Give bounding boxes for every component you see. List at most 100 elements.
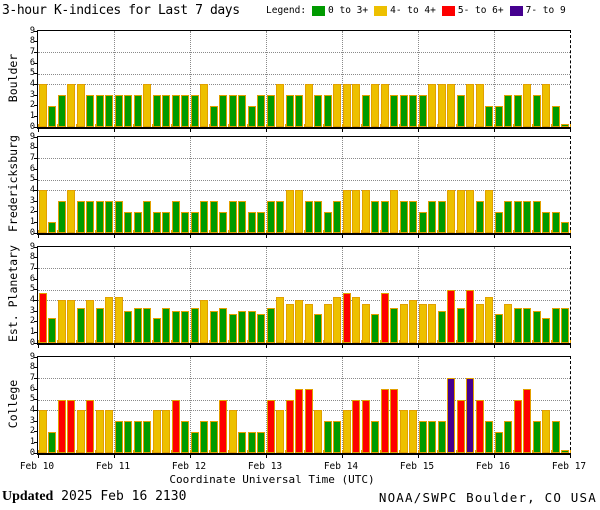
y-tick [34,356,38,358]
minor-tick [256,450,258,453]
y-tick [34,73,38,75]
minor-tick [142,450,144,453]
minor-tick [427,450,429,453]
k-bar [181,311,190,343]
k-bar [542,84,551,127]
day-gridline [113,247,115,343]
minor-tick [247,340,248,343]
k-bar [190,211,199,233]
minor-tick [171,230,172,233]
k-bar [494,431,503,453]
k-level-gridline [38,84,570,86]
k-bar [513,307,522,343]
legend-label: Legend: [266,5,307,16]
minor-tick [95,450,96,453]
k-bar [390,389,399,453]
minor-tick [456,450,457,453]
k-bar [380,201,389,233]
y-tick-label: 7 [29,46,35,57]
minor-tick [570,340,571,343]
y-tick-label: 9 [29,241,35,252]
k-bar [48,105,57,127]
day-tick [493,455,495,458]
minor-tick [228,230,229,233]
minor-tick [437,340,438,343]
minor-tick [76,450,77,453]
minor-tick [418,450,419,453]
minor-tick [57,450,58,453]
legend-swatch-3 [441,5,455,16]
legend-swatch-2 [374,5,388,16]
k-bar [314,410,323,453]
k-bar [333,201,342,233]
k-bar [266,95,275,127]
k-bar [390,307,399,343]
minor-tick [266,450,267,453]
minor-tick [475,340,476,343]
k-bar [323,211,332,233]
k-bar [371,201,380,233]
y-tick [34,299,38,301]
y-tick [34,388,38,390]
minor-tick [475,230,476,233]
minor-tick [389,124,391,127]
y-tick [34,62,38,64]
k-bar [143,421,152,453]
k-bar [95,95,104,127]
day-gridline [189,357,191,453]
minor-tick [304,230,305,233]
minor-tick [437,124,438,127]
minor-tick [342,124,343,127]
minor-tick [313,230,315,233]
y-tick [34,83,38,85]
credit-text: NOAA/SWPC Boulder, CO USA [378,490,597,505]
k-bar [361,399,370,453]
minor-tick [209,124,210,127]
k-bar [67,399,76,453]
k-bar [276,410,285,453]
k-bar [561,123,570,127]
minor-tick [247,124,248,127]
day-tick [417,345,419,348]
y-tick [34,221,38,223]
day-tick [189,345,191,348]
minor-tick [532,124,533,127]
minor-tick [199,230,201,233]
k-bar [447,378,456,453]
k-bar [513,399,522,453]
k-bar [342,84,351,127]
minor-tick [456,124,457,127]
k-bar [219,399,228,453]
k-level-gridline [38,190,570,192]
k-bar [542,410,551,453]
minor-tick [456,230,457,233]
y-tick-label: 2 [29,100,35,111]
k-bar [124,421,133,453]
y-tick [34,246,38,248]
legend-item: 5- to 6+ [441,5,504,16]
k-bar [38,84,47,127]
k-bar [57,300,66,343]
y-tick-label: 3 [29,195,35,206]
updated-timestamp: Updated 2025 Feb 16 2130 [2,489,186,505]
minor-tick [551,230,552,233]
k-bar [76,84,85,127]
y-tick [34,331,38,333]
minor-tick [513,124,514,127]
k-bar [513,95,522,127]
k-bar [466,378,475,453]
y-tick-label: 1 [29,110,35,121]
minor-tick [66,230,68,233]
y-tick [34,126,38,128]
k-bar [228,314,237,343]
minor-tick [399,340,400,343]
day-gridline [493,247,495,343]
minor-tick [95,340,96,343]
k-bar [485,421,494,453]
y-tick-label: 6 [29,273,35,284]
minor-tick [85,230,87,233]
k-bar [38,190,47,233]
minor-tick [380,340,381,343]
k-bar [418,95,427,127]
